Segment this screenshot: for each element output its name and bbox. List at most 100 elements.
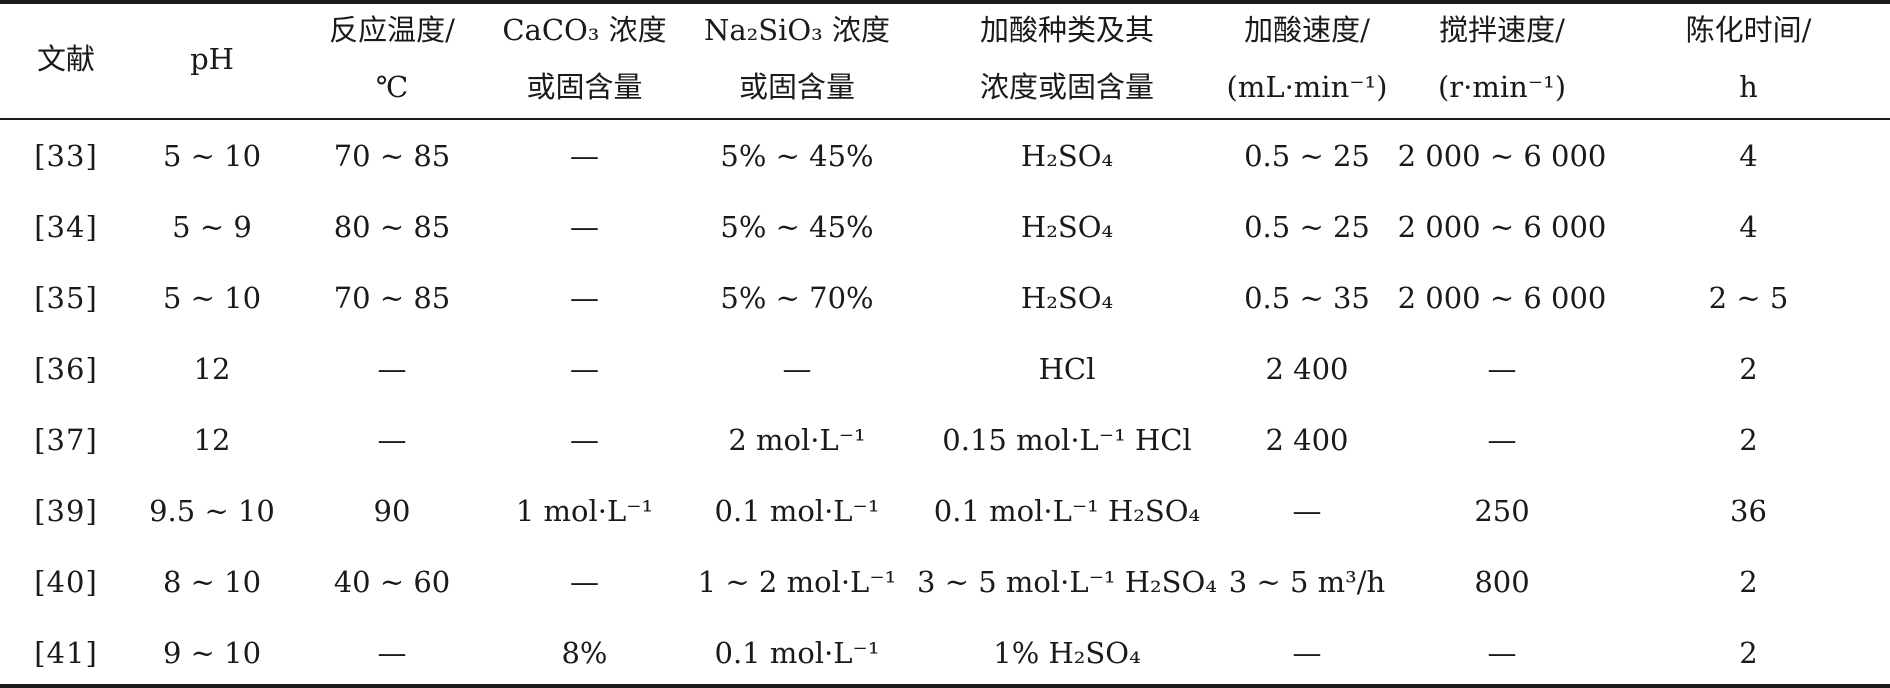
cell-na2sio3: 0.1 mol·L⁻¹ [714,635,880,670]
cell-temp: 40 ~ 60 [333,564,451,599]
cell-acid: H₂SO₄ [1020,280,1114,315]
cell-stir-rate: — [1487,351,1517,386]
table-header: 文献 pH 反应温度/ ℃ CaCO₃ 浓度 或固含量 Na₂SiO₃ 浓度 或… [0,0,1890,120]
header-aging-line-2: h [1739,70,1758,104]
header-caco3: CaCO₃ 浓度 或固含量 [492,0,677,120]
cell-temp: 80 ~ 85 [333,209,451,244]
cell-acid: 0.15 mol·L⁻¹ HCl [942,422,1192,457]
cell-aging: 2 [1739,564,1758,599]
header-caco3-line-1: CaCO₃ 浓度 [502,13,667,47]
cell-aging: 2 [1739,422,1758,457]
header-aging: 陈化时间/ h [1607,0,1890,120]
table-row: [34] 5 ~ 9 80 ~ 85 — 5% ~ 45% H₂SO₄ 0.5 … [0,191,1890,262]
header-acid-line-1: 加酸种类及其 [979,13,1154,47]
header-ref: 文献 [0,0,132,120]
cell-temp: — [377,351,407,386]
cell-ref: [37] [34,422,98,457]
header-na2sio3: Na₂SiO₃ 浓度 或固含量 [677,0,917,120]
cell-ph: 5 ~ 9 [172,209,252,244]
cell-acid-rate: 0.5 ~ 35 [1244,280,1370,315]
cell-caco3: — [570,422,599,457]
cell-acid: HCl [1038,351,1096,386]
table-row: [40] 8 ~ 10 40 ~ 60 — 1 ~ 2 mol·L⁻¹ 3 ~ … [0,546,1890,617]
cell-stir-rate: 250 [1474,493,1530,528]
table-bottom-rule [0,684,1890,688]
cell-acid: H₂SO₄ [1020,138,1114,173]
cell-ref: [39] [34,493,98,528]
cell-na2sio3: 1 ~ 2 mol·L⁻¹ [697,564,897,599]
table-row: [36] 12 — — — HCl 2 400 — 2 [0,333,1890,404]
cell-na2sio3: — [782,351,812,386]
cell-ph: 9.5 ~ 10 [149,493,275,528]
table-row: [33] 5 ~ 10 70 ~ 85 — 5% ~ 45% H₂SO₄ 0.5… [0,119,1890,191]
cell-stir-rate: — [1487,422,1517,457]
cell-ref: [33] [34,138,98,173]
cell-ref: [35] [34,280,98,315]
cell-ph: 5 ~ 10 [162,138,262,173]
cell-aging: 2 [1739,635,1758,670]
cell-aging: 2 ~ 5 [1708,280,1789,315]
header-aging-line-1: 陈化时间/ [1685,13,1812,47]
cell-ph: 9 ~ 10 [162,635,262,670]
cell-na2sio3: 0.1 mol·L⁻¹ [714,493,880,528]
cell-acid-rate: 0.5 ~ 25 [1244,138,1370,173]
cell-ph: 12 [193,351,231,386]
header-stir-rate-line-2: (r·min⁻¹) [1437,70,1567,104]
cell-caco3: 1 mol·L⁻¹ [515,493,654,528]
cell-ph: 5 ~ 10 [162,280,262,315]
table-row: [37] 12 — — 2 mol·L⁻¹ 0.15 mol·L⁻¹ HCl 2… [0,404,1890,475]
cell-acid: 0.1 mol·L⁻¹ H₂SO₄ [933,493,1201,528]
table-row: [39] 9.5 ~ 10 90 1 mol·L⁻¹ 0.1 mol·L⁻¹ 0… [0,475,1890,546]
cell-caco3: — [570,138,599,173]
cell-temp: 90 [373,493,411,528]
cell-aging: 4 [1739,209,1758,244]
cell-acid-rate: 3 ~ 5 m³/h [1228,564,1386,599]
cell-ref: [41] [34,635,98,670]
header-ref-line-1: 文献 [36,41,95,76]
cell-temp: 70 ~ 85 [333,280,451,315]
cell-ph: 8 ~ 10 [162,564,262,599]
cell-na2sio3: 5% ~ 70% [720,280,874,315]
cell-aging: 36 [1730,493,1767,528]
cell-caco3: — [570,564,599,599]
cell-na2sio3: 5% ~ 45% [720,209,874,244]
cell-temp: 70 ~ 85 [333,138,451,173]
header-acid-rate: 加酸速度/ (mL·min⁻¹) [1217,0,1397,120]
header-ph: pH [132,0,292,120]
cell-temp: — [377,422,407,457]
header-temp-line-2: ℃ [375,70,409,104]
cell-aging: 4 [1739,138,1758,173]
cell-ref: [34] [34,209,98,244]
header-stir-rate: 搅拌速度/ (r·min⁻¹) [1397,0,1607,120]
header-acid-rate-line-1: 加酸速度/ [1244,13,1370,47]
header-caco3-line-2: 或固含量 [526,70,643,104]
cell-aging: 2 [1739,351,1758,386]
cell-caco3: 8% [561,635,608,670]
cell-acid: H₂SO₄ [1020,209,1114,244]
table-row: [35] 5 ~ 10 70 ~ 85 — 5% ~ 70% H₂SO₄ 0.5… [0,262,1890,333]
cell-caco3: — [570,209,599,244]
header-temp: 反应温度/ ℃ [292,0,492,120]
cell-na2sio3: 5% ~ 45% [720,138,874,173]
cell-stir-rate: 800 [1474,564,1530,599]
cell-stir-rate: 2 000 ~ 6 000 [1397,138,1607,173]
cell-acid-rate: 0.5 ~ 25 [1244,209,1370,244]
header-acid-rate-line-2: (mL·min⁻¹) [1226,70,1388,104]
cell-stir-rate: — [1487,635,1517,670]
cell-stir-rate: 2 000 ~ 6 000 [1397,209,1607,244]
header-na2sio3-line-2: 或固含量 [738,70,855,104]
cell-acid-rate: — [1292,493,1322,528]
cell-acid: 1% H₂SO₄ [993,635,1141,670]
cell-ref: [36] [34,351,98,386]
cell-stir-rate: 2 000 ~ 6 000 [1397,280,1607,315]
cell-caco3: — [570,351,599,386]
cell-ph: 12 [193,422,231,457]
cell-acid-rate: 2 400 [1265,422,1349,457]
cell-acid-rate: — [1292,635,1322,670]
header-acid: 加酸种类及其 浓度或固含量 [917,0,1217,120]
cell-acid: 3 ~ 5 mol·L⁻¹ H₂SO₄ [917,564,1217,599]
header-ph-line-1: pH [190,41,234,76]
header-temp-line-1: 反应温度/ [329,13,455,47]
